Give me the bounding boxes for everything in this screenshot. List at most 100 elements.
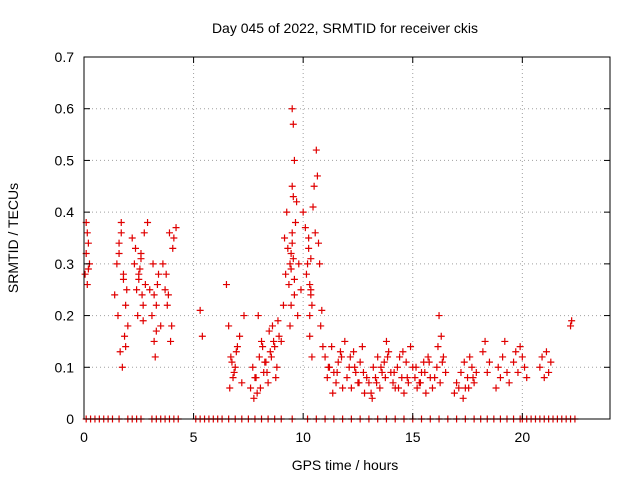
data-point <box>321 353 329 361</box>
data-point <box>170 234 178 242</box>
data-point <box>512 348 520 356</box>
data-point <box>256 384 264 392</box>
data-point <box>228 358 236 366</box>
data-point <box>307 286 315 294</box>
data-point <box>389 379 397 387</box>
data-point <box>351 363 359 371</box>
data-point <box>545 368 553 376</box>
y-tick-label: 0.7 <box>55 49 75 65</box>
data-point <box>146 286 154 294</box>
data-point <box>305 234 313 242</box>
data-point <box>371 374 379 382</box>
data-point <box>122 343 130 351</box>
data-point <box>514 368 522 376</box>
y-tick-label: 0.3 <box>55 256 75 272</box>
data-point <box>385 348 393 356</box>
data-point <box>505 379 513 387</box>
data-point <box>282 270 290 278</box>
data-point <box>312 146 320 154</box>
plot-frame <box>83 56 611 420</box>
data-point <box>291 218 299 226</box>
data-point <box>287 250 295 258</box>
data-point <box>250 394 258 402</box>
data-point <box>438 358 446 366</box>
data-point <box>287 265 295 273</box>
data-point <box>412 363 420 371</box>
data-point <box>341 337 349 345</box>
data-point <box>310 182 318 190</box>
data-point <box>167 337 175 345</box>
data-point <box>346 353 354 361</box>
y-tick-label: 0.6 <box>55 101 75 117</box>
data-point <box>316 260 324 268</box>
data-point <box>299 208 307 216</box>
data-point <box>324 363 332 371</box>
data-point <box>290 156 298 164</box>
data-point <box>380 358 388 366</box>
data-point <box>356 358 364 366</box>
data-point <box>328 343 336 351</box>
data-point <box>402 358 410 366</box>
data-point <box>396 353 404 361</box>
data-point <box>115 239 123 247</box>
data-point <box>542 348 550 356</box>
data-point <box>306 332 314 340</box>
data-point <box>227 353 235 361</box>
data-point <box>358 343 366 351</box>
data-point <box>439 353 447 361</box>
data-point <box>479 348 487 356</box>
data-point <box>483 368 491 376</box>
data-point <box>307 255 315 263</box>
data-point <box>151 353 159 361</box>
data-point <box>277 337 285 345</box>
data-point <box>238 379 246 387</box>
data-point <box>294 312 302 320</box>
data-point <box>536 363 544 371</box>
data-point <box>516 343 524 351</box>
x-tick-label: 20 <box>515 429 531 445</box>
data-point <box>428 384 436 392</box>
data-point <box>140 229 148 237</box>
axis-ticks: 0 0.1 0.2 0.3 0.4 0.5 0.6 0.7 0 5 10 15 20 <box>55 49 610 445</box>
data-point <box>135 275 143 283</box>
data-point <box>365 379 373 387</box>
data-point <box>163 301 171 309</box>
data-point <box>268 322 276 330</box>
data-point <box>261 358 269 366</box>
data-point <box>347 384 355 392</box>
data-point <box>481 337 489 345</box>
data-point <box>455 384 463 392</box>
data-point <box>302 270 310 278</box>
data-point <box>117 229 125 237</box>
data-point <box>252 374 260 382</box>
data-point <box>149 260 157 268</box>
data-point <box>275 332 283 340</box>
data-point <box>293 198 301 206</box>
data-point <box>230 368 238 376</box>
data-point <box>421 368 429 376</box>
data-point <box>137 255 145 263</box>
data-point <box>157 322 165 330</box>
data-point <box>308 353 316 361</box>
data-point <box>416 379 424 387</box>
data-point <box>198 332 206 340</box>
data-point <box>150 291 158 299</box>
data-point <box>332 379 340 387</box>
data-point <box>329 389 337 397</box>
data-point <box>232 348 240 356</box>
x-tick-label: 0 <box>80 429 88 445</box>
data-point <box>521 363 529 371</box>
data-point <box>359 368 367 376</box>
data-point <box>83 229 91 237</box>
y-axis-label: SRMTID / TECUs <box>5 183 21 293</box>
data-point <box>304 260 312 268</box>
data-point <box>265 327 273 335</box>
data-point <box>263 368 271 376</box>
data-point <box>259 343 267 351</box>
data-point <box>333 368 341 376</box>
data-point <box>343 374 351 382</box>
data-point <box>290 291 298 299</box>
data-point <box>436 379 444 387</box>
data-point <box>318 306 326 314</box>
